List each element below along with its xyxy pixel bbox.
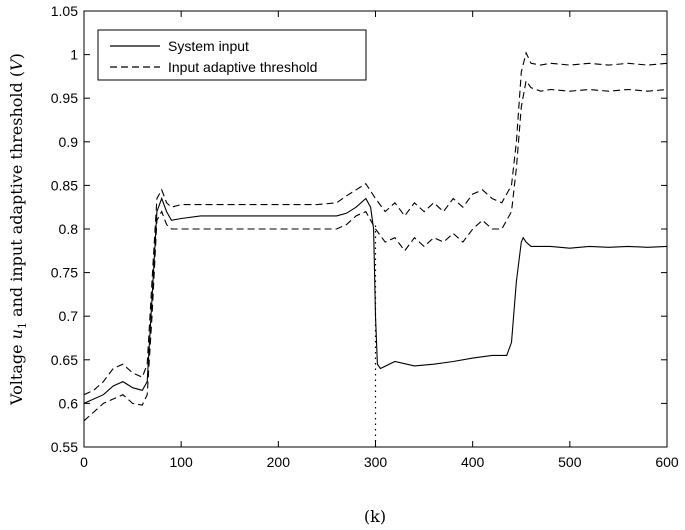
y-axis-label: Voltage u1 and input adaptive threshold …: [7, 53, 29, 406]
x-tick-label: 600: [655, 454, 679, 470]
x-axis-label: (k): [364, 507, 386, 526]
x-tick-label: 0: [80, 454, 88, 470]
y-tick-label: 1.05: [51, 3, 78, 19]
y-tick-label: 0.6: [59, 395, 79, 411]
x-tick-label: 400: [461, 454, 485, 470]
series-threshold-upper: [83, 51, 668, 396]
series-threshold-lower: [83, 79, 668, 422]
y-tick-label: 0.85: [51, 177, 78, 193]
legend: System input Input adaptive threshold: [97, 29, 367, 81]
x-tick-label: 200: [267, 454, 291, 470]
x-tick-label: 100: [169, 454, 193, 470]
x-tick-label: 300: [364, 454, 388, 470]
legend-label-input-adaptive-threshold: Input adaptive threshold: [168, 59, 317, 75]
series-system-input: [83, 196, 668, 404]
y-tick-label: 0.65: [51, 352, 78, 368]
legend-label-system-input: System input: [168, 38, 249, 54]
y-tick-label: 0.75: [51, 265, 78, 281]
y-tick-label: 1: [70, 47, 78, 63]
y-tick-label: 0.55: [51, 439, 78, 455]
y-tick-label: 0.8: [59, 221, 79, 237]
series-layer: [83, 51, 668, 422]
y-tick-label: 0.95: [51, 90, 78, 106]
axis-ticks: 0 100 200 300 400 500 600 0.55 0.6 0.65 0.7 0.75 0.8…: [51, 3, 679, 470]
y-tick-label: 0.9: [59, 134, 79, 150]
legend-box: [97, 29, 367, 81]
y-tick-label: 0.7: [59, 308, 79, 324]
x-tick-label: 500: [558, 454, 582, 470]
